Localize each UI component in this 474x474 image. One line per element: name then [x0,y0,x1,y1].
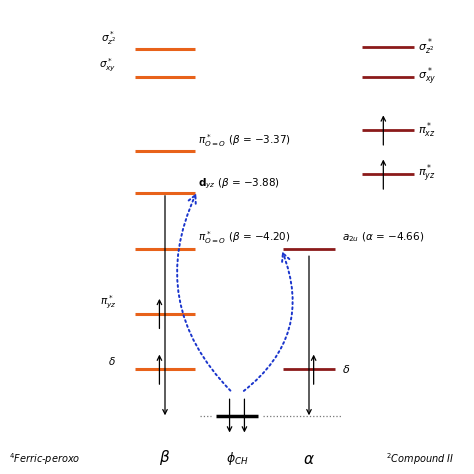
Text: $\pi^*_{O=O}$ ($\beta$ = $-$4.20): $\pi^*_{O=O}$ ($\beta$ = $-$4.20) [198,229,290,246]
Text: $\pi^*_{O=O}$ ($\beta$ = $-$3.37): $\pi^*_{O=O}$ ($\beta$ = $-$3.37) [198,132,291,149]
Text: $\delta$: $\delta$ [341,364,350,375]
Text: $\beta$: $\beta$ [159,448,171,467]
Text: $\delta$: $\delta$ [109,355,116,367]
Text: $^4$Ferric-peroxo: $^4$Ferric-peroxo [9,451,80,467]
Text: $\phi_{CH}$: $\phi_{CH}$ [226,450,248,467]
FancyArrowPatch shape [177,195,230,391]
Text: $\pi^*_{yz}$: $\pi^*_{yz}$ [100,294,116,311]
Text: $^2$Compound II: $^2$Compound II [386,451,455,467]
Text: $\pi^*_{xz}$: $\pi^*_{xz}$ [418,120,436,140]
Text: $\alpha$: $\alpha$ [303,452,315,467]
FancyArrowPatch shape [244,253,292,391]
Text: $\sigma^*_{z^2}$: $\sigma^*_{z^2}$ [101,29,116,46]
Text: $a_{2u}$ ($\alpha$ = $-$4.66): $a_{2u}$ ($\alpha$ = $-$4.66) [341,230,424,244]
Text: $\sigma^*_{xy}$: $\sigma^*_{xy}$ [418,65,437,88]
Text: $\mathbf{d}_{yz}$ ($\beta$ = $-$3.88): $\mathbf{d}_{yz}$ ($\beta$ = $-$3.88) [198,176,279,191]
Text: $\pi^*_{yz}$: $\pi^*_{yz}$ [418,163,436,185]
Text: $\sigma^*_{xy}$: $\sigma^*_{xy}$ [99,57,116,74]
Text: $\sigma^*_{z^2}$: $\sigma^*_{z^2}$ [418,36,435,57]
